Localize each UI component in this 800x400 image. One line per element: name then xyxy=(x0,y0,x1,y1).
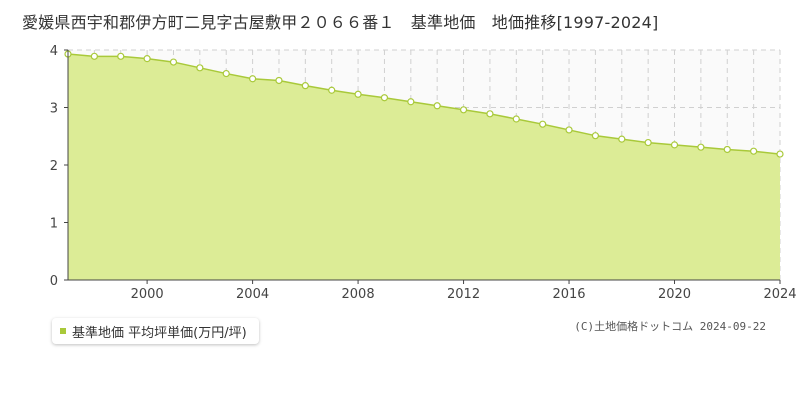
data-point xyxy=(433,102,441,110)
x-tick-label: 2012 xyxy=(447,287,480,302)
data-point xyxy=(90,52,98,60)
legend: 基準地価 平均坪単価(万円/坪) xyxy=(52,318,259,344)
data-point xyxy=(407,98,415,106)
x-tick-label: 2024 xyxy=(763,287,796,302)
data-point xyxy=(697,143,705,151)
series-line xyxy=(67,53,781,155)
y-tick-label: 2 xyxy=(50,159,58,174)
y-tick-label: 4 xyxy=(50,44,58,59)
data-point xyxy=(328,86,336,94)
series-area xyxy=(68,54,780,281)
data-point xyxy=(486,110,494,118)
data-point xyxy=(301,82,309,90)
x-tick-label: 2000 xyxy=(131,287,164,302)
data-point xyxy=(143,55,151,63)
y-tick-label: 3 xyxy=(50,102,58,117)
data-point xyxy=(618,135,626,143)
axes: 0 1 2 3 4 2000 2004 2008 2012 2016 2020 2024 xyxy=(50,44,797,302)
data-point xyxy=(723,145,731,154)
data-point xyxy=(354,90,362,98)
y-tick-label: 0 xyxy=(50,274,58,289)
copyright-credit: (C)土地価格ドットコム 2024-09-22 xyxy=(574,320,766,333)
data-area xyxy=(67,53,781,281)
data-point xyxy=(644,138,652,147)
data-point xyxy=(670,141,679,149)
x-tick-label: 2004 xyxy=(236,287,269,302)
data-point xyxy=(248,75,257,83)
data-point xyxy=(275,76,283,85)
data-point xyxy=(512,115,520,123)
chart-title: 愛媛県西宇和郡伊方町二見字古屋敷甲２０６６番１ 基準地価 地価推移[1997-2… xyxy=(22,13,659,32)
x-tick-label: 2008 xyxy=(342,287,375,302)
data-point xyxy=(776,150,784,158)
legend-marker xyxy=(60,328,66,334)
data-point xyxy=(117,52,125,60)
data-point xyxy=(169,58,178,66)
data-point xyxy=(565,126,573,134)
data-point xyxy=(380,94,389,102)
y-tick-label: 1 xyxy=(50,217,58,232)
legend-label: 基準地価 平均坪単価(万円/坪) xyxy=(72,325,247,341)
data-point xyxy=(222,69,230,78)
data-point xyxy=(196,64,204,72)
x-tick-label: 2016 xyxy=(552,287,585,302)
data-point xyxy=(591,132,600,140)
x-tick-label: 2020 xyxy=(658,287,691,302)
data-point xyxy=(459,106,468,114)
data-point xyxy=(750,147,758,155)
data-point xyxy=(539,120,547,128)
data-points xyxy=(64,50,784,158)
